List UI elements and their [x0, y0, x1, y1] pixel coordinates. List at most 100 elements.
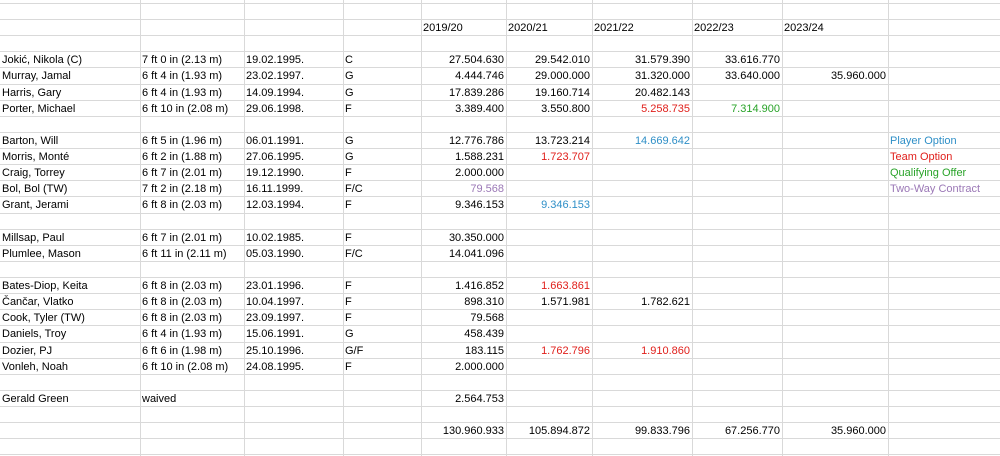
player-height-cell[interactable]: 6 ft 4 in (1.93 m): [142, 87, 223, 99]
salary-cell[interactable]: 1.723.707: [541, 151, 590, 163]
salary-cell[interactable]: 1.571.981: [541, 296, 590, 308]
salary-cell[interactable]: [692, 359, 782, 375]
player-name-cell[interactable]: Vonleh, Noah: [2, 361, 69, 373]
total-salary-cell[interactable]: 35.960.000: [830, 425, 886, 437]
player-position-cell[interactable]: F/C: [345, 183, 363, 195]
salary-cell[interactable]: [506, 326, 592, 342]
player-position-cell[interactable]: G: [345, 151, 354, 163]
player-name-cell[interactable]: Morris, Monté: [2, 151, 70, 163]
salary-cell[interactable]: 1.588.231: [455, 151, 504, 163]
salary-cell[interactable]: 4.444.746: [455, 70, 504, 82]
salary-cell[interactable]: [692, 246, 782, 262]
player-position-cell[interactable]: G: [345, 70, 354, 82]
player-dob-cell[interactable]: 05.03.1990.: [246, 248, 305, 260]
salary-cell[interactable]: 79.568: [470, 183, 504, 195]
player-height-cell[interactable]: 6 ft 4 in (1.93 m): [142, 328, 223, 340]
player-position-cell[interactable]: F: [345, 103, 352, 115]
player-height-cell[interactable]: 6 ft 7 in (2.01 m): [142, 232, 223, 244]
salary-cell[interactable]: 3.389.400: [455, 103, 504, 115]
season-header-2019-20[interactable]: 2019/20: [423, 22, 463, 34]
player-height-cell[interactable]: 6 ft 8 in (2.03 m): [142, 312, 223, 324]
salary-cell[interactable]: [506, 246, 592, 262]
salary-cell[interactable]: 19.160.714: [534, 87, 590, 99]
player-name-cell[interactable]: Jokić, Nikola (C): [2, 54, 83, 66]
salary-cell[interactable]: [782, 278, 888, 294]
salary-cell[interactable]: [592, 391, 692, 407]
salary-cell[interactable]: 33.616.770: [724, 54, 780, 66]
salary-cell[interactable]: [782, 391, 888, 407]
player-dob-cell[interactable]: 19.12.1990.: [246, 167, 305, 179]
player-position-cell[interactable]: [343, 391, 421, 407]
salary-cell[interactable]: 20.482.143: [634, 87, 690, 99]
player-position-cell[interactable]: C: [345, 54, 353, 66]
salary-cell[interactable]: [592, 246, 692, 262]
salary-cell[interactable]: [592, 230, 692, 246]
player-position-cell[interactable]: G/F: [345, 345, 364, 357]
salary-cell[interactable]: [592, 310, 692, 326]
salary-cell[interactable]: [782, 85, 888, 101]
salary-cell[interactable]: [782, 310, 888, 326]
player-position-cell[interactable]: F: [345, 167, 352, 179]
salary-cell[interactable]: 7.314.900: [731, 103, 780, 115]
salary-cell[interactable]: [782, 294, 888, 310]
player-dob-cell[interactable]: 10.04.1997.: [246, 296, 305, 308]
salary-cell[interactable]: 27.504.630: [448, 54, 504, 66]
salary-cell[interactable]: 35.960.000: [830, 70, 886, 82]
player-height-cell[interactable]: 6 ft 10 in (2.08 m): [142, 361, 229, 373]
total-salary-cell[interactable]: 105.894.872: [528, 425, 590, 437]
salary-cell[interactable]: [506, 359, 592, 375]
player-name-cell[interactable]: Daniels, Troy: [2, 328, 67, 340]
player-height-cell[interactable]: 6 ft 11 in (2.11 m): [142, 248, 227, 260]
player-height-cell[interactable]: 6 ft 10 in (2.08 m): [142, 103, 229, 115]
player-height-cell[interactable]: 6 ft 4 in (1.93 m): [142, 70, 223, 82]
salary-cell[interactable]: [782, 101, 888, 117]
player-height-cell[interactable]: waived: [142, 393, 177, 405]
player-height-cell[interactable]: 6 ft 8 in (2.03 m): [142, 280, 223, 292]
season-header-2022-23[interactable]: 2022/23: [694, 22, 734, 34]
salary-cell[interactable]: 458.439: [464, 328, 504, 340]
salary-cell[interactable]: 2.000.000: [455, 361, 504, 373]
legend-team-option[interactable]: Team Option: [890, 151, 953, 163]
salary-cell[interactable]: [692, 278, 782, 294]
salary-cell[interactable]: [506, 310, 592, 326]
salary-cell[interactable]: [592, 359, 692, 375]
player-name-cell[interactable]: Millsap, Paul: [2, 232, 65, 244]
player-height-cell[interactable]: 6 ft 6 in (1.98 m): [142, 345, 223, 357]
salary-cell[interactable]: 9.346.153: [541, 199, 590, 211]
salary-cell[interactable]: 31.320.000: [634, 70, 690, 82]
player-position-cell[interactable]: F: [345, 361, 352, 373]
salary-cell[interactable]: [692, 326, 782, 342]
player-dob-cell[interactable]: 06.01.1991.: [246, 135, 305, 147]
salary-cell[interactable]: 17.839.286: [448, 87, 504, 99]
salary-cell[interactable]: 1.663.861: [541, 280, 590, 292]
player-dob-cell[interactable]: 23.01.1996.: [246, 280, 305, 292]
salary-cell[interactable]: 5.258.735: [641, 103, 690, 115]
player-position-cell[interactable]: G: [345, 87, 354, 99]
player-position-cell[interactable]: F: [345, 280, 352, 292]
salary-cell[interactable]: [782, 246, 888, 262]
player-name-cell[interactable]: Bol, Bol (TW): [2, 183, 68, 195]
salary-cell[interactable]: 183.115: [465, 345, 504, 357]
salary-cell[interactable]: 1.416.852: [455, 280, 504, 292]
salary-cell[interactable]: 29.542.010: [534, 54, 590, 66]
player-name-cell[interactable]: Porter, Michael: [2, 103, 76, 115]
player-height-cell[interactable]: 6 ft 8 in (2.03 m): [142, 199, 223, 211]
player-position-cell[interactable]: F: [345, 199, 352, 211]
season-header-2023-24[interactable]: 2023/24: [784, 22, 824, 34]
salary-cell[interactable]: 2.000.000: [455, 167, 504, 179]
season-header-2021-22[interactable]: 2021/22: [594, 22, 634, 34]
player-name-cell[interactable]: Cook, Tyler (TW): [2, 312, 85, 324]
salary-cell[interactable]: 1.782.621: [641, 296, 690, 308]
player-name-cell[interactable]: Craig, Torrey: [2, 167, 65, 179]
player-dob-cell[interactable]: 14.09.1994.: [246, 87, 305, 99]
player-height-cell[interactable]: 6 ft 8 in (2.03 m): [142, 296, 223, 308]
salary-cell[interactable]: [692, 85, 782, 101]
player-height-cell[interactable]: 7 ft 0 in (2.13 m): [142, 54, 223, 66]
salary-cell[interactable]: [782, 343, 888, 359]
player-dob-cell[interactable]: 10.02.1985.: [246, 232, 305, 244]
salary-cell[interactable]: 30.350.000: [448, 232, 504, 244]
total-salary-cell[interactable]: 130.960.933: [442, 425, 504, 437]
player-name-cell[interactable]: Grant, Jerami: [2, 199, 69, 211]
salary-cell[interactable]: 1.762.796: [541, 345, 590, 357]
